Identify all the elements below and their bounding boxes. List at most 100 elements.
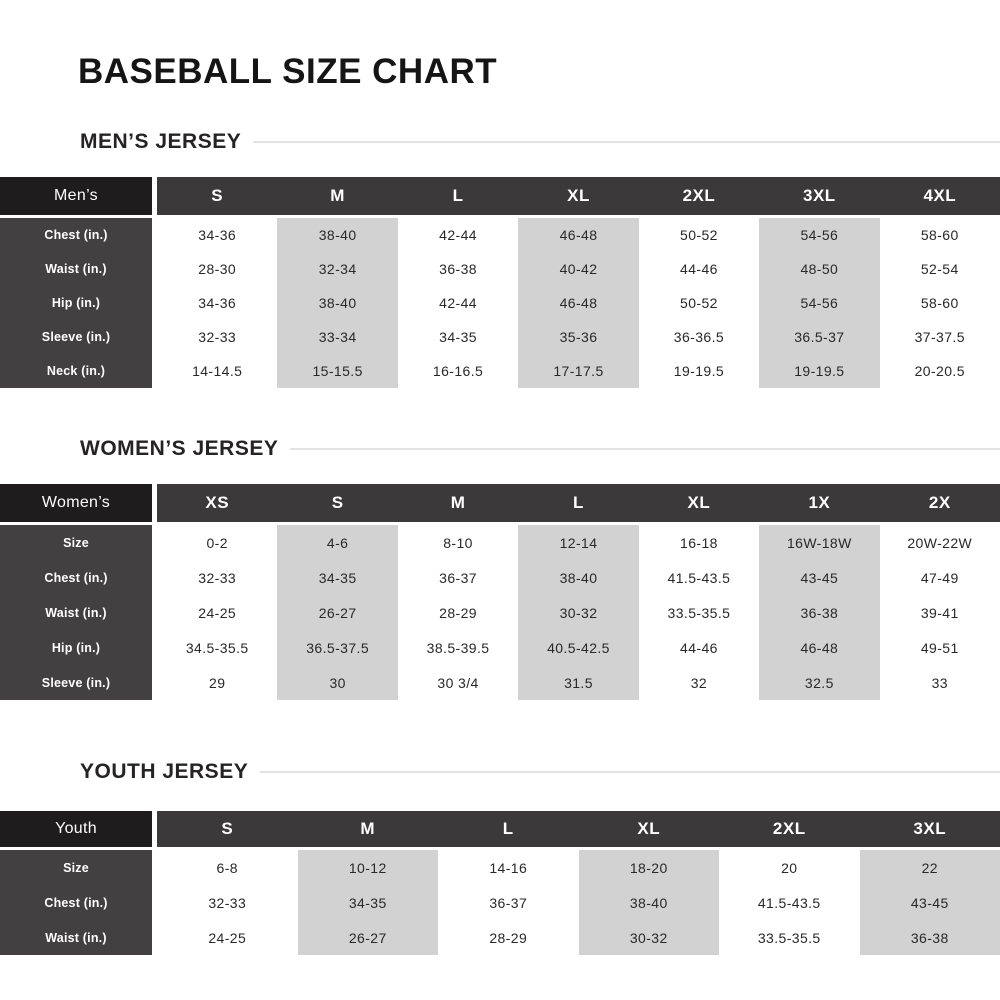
row-label: Waist (in.) [0,252,152,286]
size-cell: 20W-22W [879,525,1000,560]
size-cell: 33.5-35.5 [638,595,760,630]
size-column-headers: S M L XL 2XL 3XL [157,811,1000,847]
table-row: Chest (in.) 32-33 34-35 36-37 38-40 41.5-43.5… [0,560,1000,595]
size-cell: 42-44 [397,286,519,320]
size-cell: 24-25 [157,920,298,955]
section-head-womens: WOMEN’S JERSEY [80,437,1000,461]
size-cell: 38.5-39.5 [397,630,519,665]
size-cell: 32.5 [759,665,880,700]
section-rule [260,771,1000,773]
size-chart-page: BASEBALL SIZE CHART MEN’S JERSEY Men’s S M… [0,52,1000,955]
section-head-youth: YOUTH JERSEY [80,760,1000,784]
row-cells: 14-14.5 15-15.5 16-16.5 17-17.5 19-19.5 19-19… [157,354,1000,388]
table-row: Waist (in.) 24-25 26-27 28-29 30-32 33.5-35.5… [0,595,1000,630]
row-label: Sleeve (in.) [0,320,152,354]
row-gap [152,595,157,630]
row-gap [152,286,157,320]
row-cells: 0-2 4-6 8-10 12-14 16-18 16W-18W 20W-22W [157,525,1000,560]
size-cell: 32-34 [277,252,398,286]
size-cell: 29 [157,665,278,700]
table-row: Chest (in.) 32-33 34-35 36-37 38-40 41.5-43.5… [0,885,1000,920]
size-cell: 37-37.5 [879,320,1000,354]
size-cell: 58-60 [879,286,1000,320]
size-cell: 10-12 [297,850,438,885]
section-title-womens: WOMEN’S JERSEY [80,437,279,460]
table-row: Size 0-2 4-6 8-10 12-14 16-18 16W-18W 20W-22W [0,525,1000,560]
row-gap [152,630,157,665]
row-gap [152,218,157,252]
row-label: Waist (in.) [0,595,152,630]
size-cell: 43-45 [759,560,880,595]
row-cells: 32-33 34-35 36-37 38-40 41.5-43.5 43-45 [157,885,1000,920]
size-cell: 47-49 [879,560,1000,595]
size-cell: 34-36 [157,286,278,320]
size-column-header: S [211,186,224,205]
size-cell: 46-48 [518,286,639,320]
row-label: Size [0,525,152,560]
size-column-header: S [331,493,344,512]
size-cell: 34-36 [157,218,278,252]
size-cell: 40-42 [518,252,639,286]
size-cell: 41.5-43.5 [719,885,860,920]
row-gap [152,885,157,920]
size-cell: 36.5-37.5 [277,630,398,665]
size-cell: 32-33 [157,320,278,354]
table-row: Waist (in.) 28-30 32-34 36-38 40-42 44-46 48-5… [0,252,1000,286]
size-cell: 26-27 [277,595,398,630]
size-column-header: M [360,819,376,838]
size-cell: 54-56 [759,218,880,252]
row-cells: 34-36 38-40 42-44 46-48 50-52 54-56 58-60 [157,286,1000,320]
size-cell: 38-40 [578,885,719,920]
size-cell: 19-19.5 [638,354,760,388]
size-cell: 17-17.5 [518,354,639,388]
size-cell: 12-14 [518,525,639,560]
size-cell: 18-20 [578,850,719,885]
header-gap [152,484,157,522]
size-cell: 30 [277,665,398,700]
row-cells: 32-33 34-35 36-37 38-40 41.5-43.5 43-45 47-49 [157,560,1000,595]
size-cell: 44-46 [638,252,760,286]
size-cell: 46-48 [759,630,880,665]
table-header-row: Men’s S M L XL 2XL 3XL 4XL [0,177,1000,215]
size-cell: 0-2 [157,525,278,560]
size-cell: 20-20.5 [879,354,1000,388]
header-body-gap [0,215,1000,218]
row-gap [152,525,157,560]
size-column-header: 4XL [923,186,957,205]
row-label: Waist (in.) [0,920,152,955]
size-column-header: XL [687,493,711,512]
section-head-mens: MEN’S JERSEY [80,130,1000,154]
size-column-header: M [450,493,466,512]
size-cell: 36-37 [397,560,519,595]
size-cell: 35-36 [518,320,639,354]
size-cell: 24-25 [157,595,278,630]
size-cell: 28-29 [438,920,579,955]
row-gap [152,665,157,700]
size-cell: 52-54 [879,252,1000,286]
corner-cell: Youth [0,811,152,847]
size-cell: 28-29 [397,595,519,630]
size-column-header: M [330,186,345,205]
size-cell: 34-35 [397,320,519,354]
row-cells: 32-33 33-34 34-35 35-36 36-36.5 36.5-37 37-37.… [157,320,1000,354]
size-cell: 32-33 [157,560,278,595]
size-cell: 49-51 [879,630,1000,665]
table-row: Waist (in.) 24-25 26-27 28-29 30-32 33.5-35.5… [0,920,1000,955]
size-cell: 42-44 [397,218,519,252]
size-cell: 36-38 [397,252,519,286]
row-gap [152,354,157,388]
size-cell: 39-41 [879,595,1000,630]
row-gap [152,560,157,595]
size-column-header: L [502,819,514,838]
size-cell: 46-48 [518,218,639,252]
row-label: Hip (in.) [0,286,152,320]
size-cell: 16-16.5 [397,354,519,388]
size-cell: 44-46 [638,630,760,665]
row-label: Chest (in.) [0,560,152,595]
size-cell: 4-6 [277,525,398,560]
row-label: Neck (in.) [0,354,152,388]
section-rule [253,141,1000,143]
size-cell: 36-36.5 [638,320,760,354]
size-cell: 30-32 [578,920,719,955]
size-cell: 32-33 [157,885,298,920]
